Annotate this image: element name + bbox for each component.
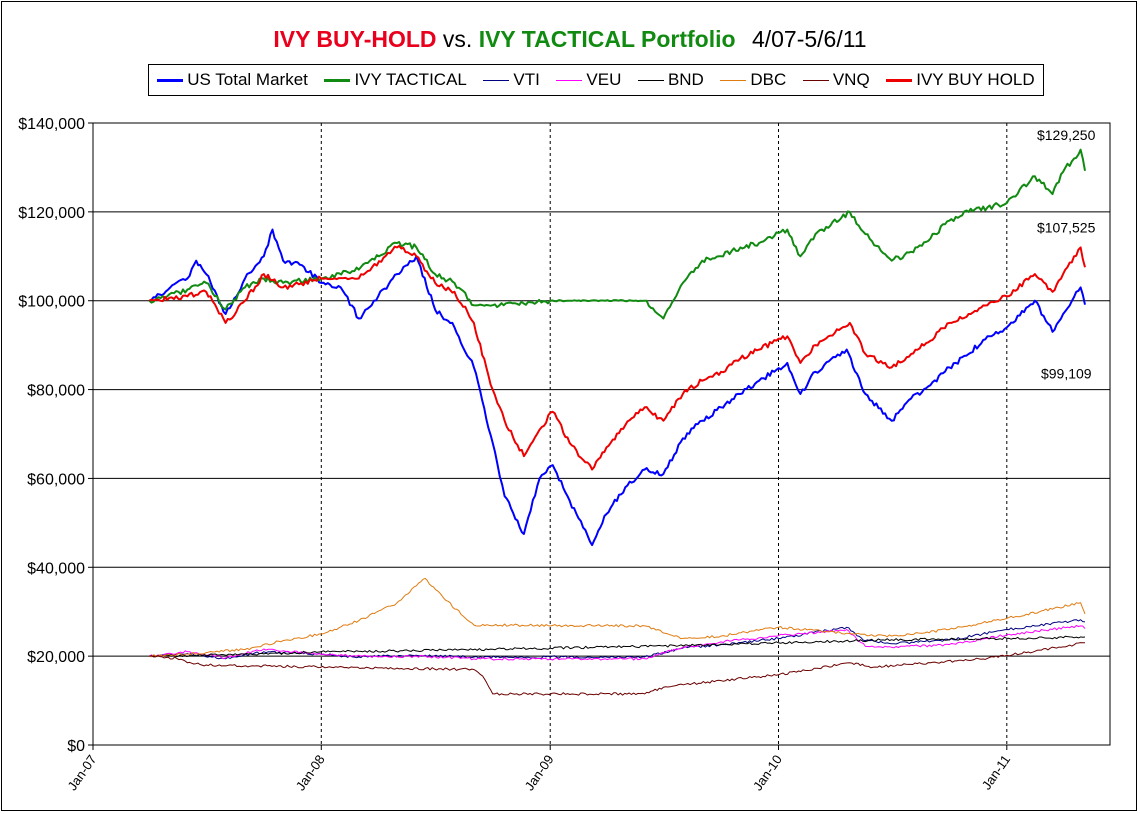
y-tick-label: $60,000 xyxy=(27,471,85,488)
legend-label: DBC xyxy=(750,70,787,89)
series-line-vnq xyxy=(149,642,1085,696)
legend-item-vnq: VNQ xyxy=(802,70,870,90)
chart-title: IVY BUY-HOLD vs. IVY TACTICAL Portfolio … xyxy=(0,26,1140,53)
x-tick-label: Jan-07 xyxy=(64,752,99,793)
legend-item-dbc: DBC xyxy=(720,70,786,90)
legend-label: VNQ xyxy=(832,70,870,89)
series-line-us-total-market xyxy=(148,228,1086,547)
legend-label: VEU xyxy=(586,70,622,89)
chart-legend: US Total Market IVY TACTICAL VTI VEU BND DBC V… xyxy=(148,64,1044,96)
y-tick-label: $140,000 xyxy=(18,116,85,133)
end-label-ivy-tactical: $129,250 xyxy=(1037,127,1096,143)
legend-item-bnd: BND xyxy=(637,70,704,90)
legend-swatch xyxy=(886,78,913,82)
plot-area-border xyxy=(92,122,1111,746)
y-tick-label: $0 xyxy=(67,738,85,755)
legend-item-us-total-market: US Total Market xyxy=(157,70,308,90)
end-label-ivy-buy-hold: $107,525 xyxy=(1037,219,1096,235)
series-line-bnd xyxy=(149,635,1086,658)
x-tick-label: Jan-09 xyxy=(522,752,557,793)
legend-swatch xyxy=(483,79,510,81)
legend-swatch xyxy=(802,79,829,81)
legend-swatch xyxy=(157,78,184,82)
y-tick-label: $40,000 xyxy=(27,560,85,577)
legend-swatch xyxy=(324,78,351,82)
y-tick-label: $120,000 xyxy=(18,205,85,222)
legend-item-ivy-buy-hold: IVY BUY HOLD xyxy=(886,70,1035,90)
legend-label: IVY TACTICAL xyxy=(354,70,467,89)
title-ivy-buy-hold: IVY BUY-HOLD xyxy=(273,26,437,52)
grid-lines xyxy=(93,123,1110,745)
legend-item-vti: VTI xyxy=(483,70,540,90)
legend-label: US Total Market xyxy=(187,70,308,89)
title-date-range: 4/07-5/6/11 xyxy=(751,26,867,52)
series-line-ivy-buy-hold xyxy=(148,245,1086,471)
y-tick-label: $100,000 xyxy=(18,294,85,311)
y-tick-label: $20,000 xyxy=(27,649,85,666)
legend-label: IVY BUY HOLD xyxy=(916,70,1035,89)
series-group xyxy=(148,148,1086,696)
title-ivy-tactical: IVY TACTICAL Portfolio xyxy=(478,26,736,52)
legend-swatch xyxy=(637,79,664,81)
x-tick-label: Jan-08 xyxy=(293,752,328,793)
legend-swatch xyxy=(556,79,583,81)
end-label-us-total-market: $99,109 xyxy=(1041,366,1092,382)
legend-label: BND xyxy=(667,70,704,89)
legend-item-veu: VEU xyxy=(556,70,621,90)
legend-swatch xyxy=(720,79,747,81)
legend-label: VTI xyxy=(513,70,540,89)
title-vs: vs. xyxy=(442,26,473,52)
legend-item-ivy-tactical: IVY TACTICAL xyxy=(324,70,467,90)
series-line-ivy-tactical xyxy=(148,148,1086,320)
x-tick-label: Jan-11 xyxy=(979,752,1014,792)
series-line-veu xyxy=(149,625,1086,661)
x-tick-label: Jan-10 xyxy=(750,752,785,793)
series-line-dbc xyxy=(149,577,1086,658)
y-tick-label: $80,000 xyxy=(27,383,85,400)
axes: $0 $20,000 $40,000 $60,000 $80,000 $100,000 $1… xyxy=(18,116,1111,793)
labels-group: $129,250 $107,525 $99,109 xyxy=(1037,127,1096,382)
